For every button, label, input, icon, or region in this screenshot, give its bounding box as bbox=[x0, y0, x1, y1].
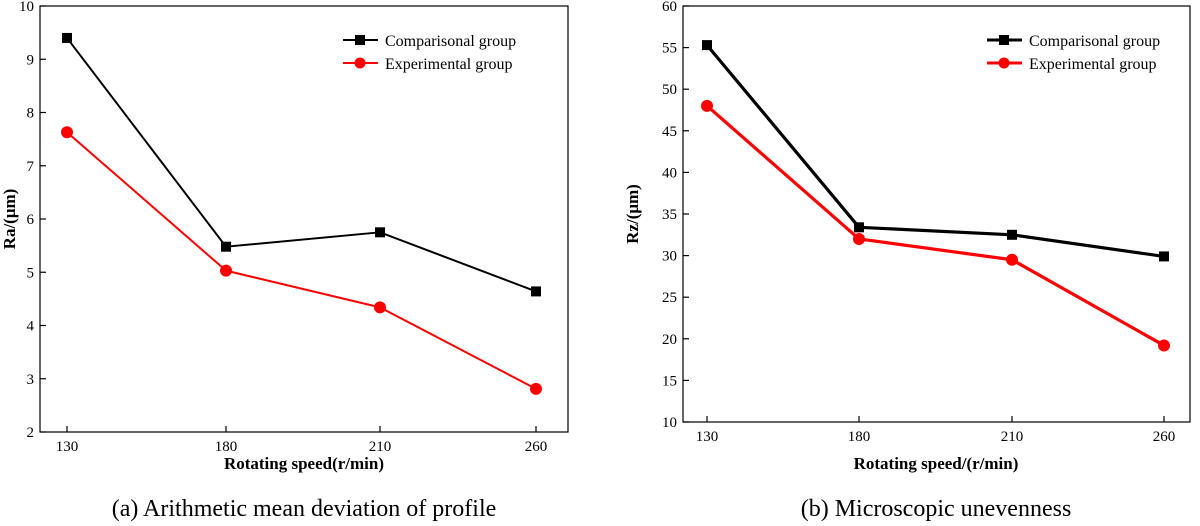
y-tick-label: 7 bbox=[27, 159, 35, 175]
y-tick-label: 30 bbox=[662, 249, 677, 265]
x-tick-label: 130 bbox=[56, 439, 79, 455]
y-tick-label: 6 bbox=[27, 212, 35, 228]
y-tick-label: 9 bbox=[27, 52, 35, 68]
series-line-comparisonal bbox=[66, 37, 537, 293]
data-point-experimental bbox=[374, 301, 386, 314]
chart-panel-a: Ra/(μm) Rotating speed(r/min) (a) Arithm… bbox=[0, 0, 569, 522]
y-tick-label: 15 bbox=[662, 373, 677, 389]
data-point-comparisonal bbox=[531, 286, 541, 297]
series-line-experimental bbox=[66, 131, 537, 390]
data-point-comparisonal bbox=[854, 222, 864, 233]
legend: Comparisonal group Experimental group bbox=[987, 33, 1160, 73]
data-point-experimental bbox=[853, 232, 865, 245]
x-tick-label: 180 bbox=[215, 439, 238, 455]
y-tick-label: 45 bbox=[662, 124, 677, 140]
legend-marker-experimental bbox=[998, 57, 1010, 69]
y-tick-label: 10 bbox=[19, 0, 34, 15]
data-point-experimental bbox=[1006, 253, 1018, 266]
x-tick-label: 130 bbox=[696, 429, 719, 445]
y-tick-label: 60 bbox=[662, 0, 677, 15]
legend-label-experimental: Experimental group bbox=[385, 56, 513, 73]
y-tick-label: 5 bbox=[27, 265, 35, 281]
series-line-experimental bbox=[705, 104, 1165, 347]
y-tick-label: 35 bbox=[662, 207, 677, 223]
y-axis-label: Rz/(μm) bbox=[623, 184, 642, 244]
data-point-experimental bbox=[530, 382, 542, 395]
chart-caption: (b) Microscopic unevenness bbox=[801, 496, 1072, 522]
data-point-comparisonal bbox=[375, 227, 385, 238]
y-tick-label: 8 bbox=[27, 106, 35, 122]
y-tick-label: 40 bbox=[662, 165, 677, 181]
y-tick-label: 3 bbox=[27, 372, 35, 388]
data-point-comparisonal bbox=[702, 40, 712, 51]
legend-marker-experimental bbox=[354, 57, 366, 69]
legend-marker-comparisonal bbox=[999, 35, 1009, 45]
legend-label-comparisonal: Comparisonal group bbox=[385, 33, 516, 50]
data-point-comparisonal bbox=[62, 32, 72, 43]
x-tick-label: 260 bbox=[1153, 429, 1176, 445]
legend-label-comparisonal: Comparisonal group bbox=[1029, 33, 1160, 50]
y-tick-label: 20 bbox=[662, 332, 677, 348]
data-point-experimental bbox=[701, 99, 713, 112]
data-point-comparisonal bbox=[1007, 229, 1017, 240]
chart-caption: (a) Arithmetic mean deviation of profile bbox=[112, 496, 497, 522]
y-tick-label: 25 bbox=[662, 290, 677, 306]
x-tick-label: 210 bbox=[1001, 429, 1024, 445]
data-point-experimental bbox=[220, 264, 232, 277]
y-tick-label: 2 bbox=[27, 425, 35, 441]
x-tick-label: 260 bbox=[525, 439, 548, 455]
x-axis-label: Rotating speed/(r/min) bbox=[854, 454, 1019, 473]
legend-marker-comparisonal bbox=[355, 35, 365, 45]
y-tick-label: 55 bbox=[662, 41, 677, 57]
legend: Comparisonal group Experimental group bbox=[343, 33, 516, 73]
data-point-comparisonal bbox=[1159, 251, 1169, 262]
y-axis-label: Ra/(μm) bbox=[0, 189, 19, 250]
data-point-experimental bbox=[61, 126, 73, 139]
data-point-comparisonal bbox=[221, 241, 231, 252]
data-point-experimental bbox=[1158, 339, 1170, 352]
legend-label-experimental: Experimental group bbox=[1029, 56, 1157, 73]
x-tick-label: 210 bbox=[369, 439, 392, 455]
x-axis-label: Rotating speed(r/min) bbox=[224, 454, 384, 473]
x-tick-label: 180 bbox=[848, 429, 871, 445]
y-tick-label: 4 bbox=[27, 319, 35, 335]
y-tick-label: 10 bbox=[662, 415, 677, 431]
series-line-comparisonal bbox=[705, 44, 1165, 259]
y-tick-label: 50 bbox=[662, 82, 677, 98]
chart-panel-b: Rz/(μm) Rotating speed/(r/min) (b) Micro… bbox=[623, 0, 1191, 522]
